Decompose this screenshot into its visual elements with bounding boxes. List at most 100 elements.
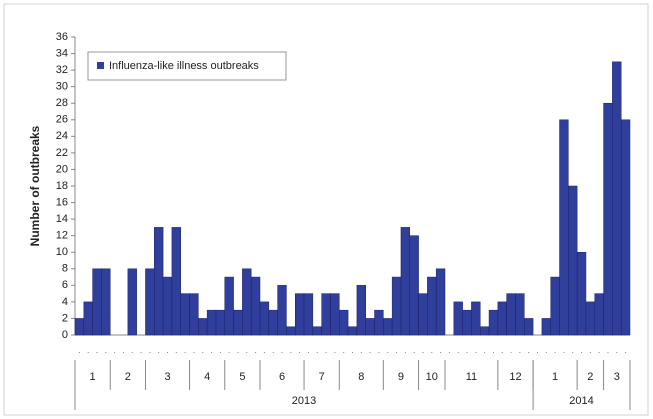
y-tick-label: 30 <box>56 81 68 93</box>
y-tick-label: 10 <box>56 246 68 258</box>
bar <box>339 309 349 336</box>
bar <box>453 301 463 336</box>
bar <box>154 227 164 336</box>
bar <box>321 293 331 336</box>
bar <box>409 235 419 336</box>
month-label: 3 <box>164 371 170 383</box>
bar <box>347 326 358 336</box>
y-axis-label: Number of outbreaks <box>28 125 42 246</box>
bar <box>312 326 322 336</box>
bar <box>127 268 137 336</box>
bar <box>462 309 472 336</box>
bar <box>250 276 261 336</box>
month-label: 2 <box>587 371 593 383</box>
bar <box>303 293 314 336</box>
month-label: 7 <box>319 371 325 383</box>
year-label: 2014 <box>569 395 593 407</box>
month-label: 5 <box>239 371 245 383</box>
bar <box>391 276 402 336</box>
bar <box>585 301 596 336</box>
bar <box>286 326 296 336</box>
bar <box>224 276 234 336</box>
bar <box>198 318 208 336</box>
y-tick-label: 18 <box>56 180 68 192</box>
bar <box>576 251 587 336</box>
bar <box>162 276 173 336</box>
y-tick-label: 24 <box>56 130 68 142</box>
year-label: 2013 <box>292 395 316 407</box>
bar <box>294 293 305 336</box>
y-tick-label: 28 <box>56 97 68 109</box>
y-tick-label: 26 <box>56 114 68 126</box>
bar <box>603 102 613 336</box>
bar <box>594 293 604 336</box>
y-tick-label: 22 <box>56 147 68 159</box>
month-label: 11 <box>466 371 477 383</box>
bar <box>356 285 366 336</box>
legend-box <box>87 51 287 81</box>
legend-swatch <box>97 62 104 69</box>
legend-label: Influenza-like illness outbreaks <box>109 60 259 72</box>
bar <box>365 318 375 336</box>
bar <box>101 268 111 336</box>
y-tick-label: 16 <box>56 196 68 208</box>
bar <box>488 309 499 336</box>
month-label: 10 <box>426 371 438 383</box>
bar <box>171 227 181 336</box>
bar <box>506 293 516 336</box>
y-tick-label: 32 <box>56 64 68 76</box>
y-tick-label: 20 <box>56 163 68 175</box>
bar <box>427 276 437 336</box>
bar <box>515 293 525 336</box>
month-label: 12 <box>509 371 521 383</box>
bar <box>277 285 287 336</box>
bar <box>206 309 217 336</box>
bar <box>479 326 490 336</box>
bar <box>268 309 278 336</box>
month-label: 4 <box>204 371 210 383</box>
y-tick-label: 14 <box>56 213 68 225</box>
month-label: 8 <box>358 371 364 383</box>
bar <box>259 301 270 336</box>
bar <box>559 119 569 336</box>
bar <box>189 293 199 336</box>
bar <box>541 318 551 336</box>
y-tick-label: 8 <box>62 263 68 275</box>
bar <box>180 293 190 336</box>
frame <box>3 3 649 416</box>
y-tick-label: 36 <box>56 31 68 43</box>
y-tick-label: 0 <box>62 329 68 341</box>
bar <box>471 301 481 336</box>
month-label: 1 <box>90 371 96 383</box>
bar <box>612 61 622 336</box>
month-label: 2 <box>125 371 131 383</box>
bar <box>74 318 85 336</box>
month-label: 3 <box>614 371 620 383</box>
y-tick-label: 6 <box>62 279 68 291</box>
bar <box>620 119 631 336</box>
bar <box>418 293 428 336</box>
bar <box>242 268 252 336</box>
bar <box>233 309 243 336</box>
bar <box>145 268 155 336</box>
month-label: 9 <box>398 371 404 383</box>
bar <box>568 185 578 336</box>
bar <box>92 268 102 336</box>
bar <box>374 309 384 336</box>
bar <box>400 227 411 336</box>
bar <box>550 276 560 336</box>
bar <box>435 268 446 336</box>
bar <box>83 301 93 336</box>
month-label: 6 <box>279 371 285 383</box>
month-label: 1 <box>552 371 558 383</box>
y-tick-label: 2 <box>62 312 68 324</box>
bar <box>524 318 534 336</box>
y-tick-label: 12 <box>56 230 68 242</box>
y-tick-label: 34 <box>56 47 68 59</box>
bar <box>383 318 393 336</box>
bar <box>215 309 226 336</box>
bar <box>497 301 507 336</box>
bar <box>330 293 340 336</box>
y-tick-label: 4 <box>62 296 68 308</box>
